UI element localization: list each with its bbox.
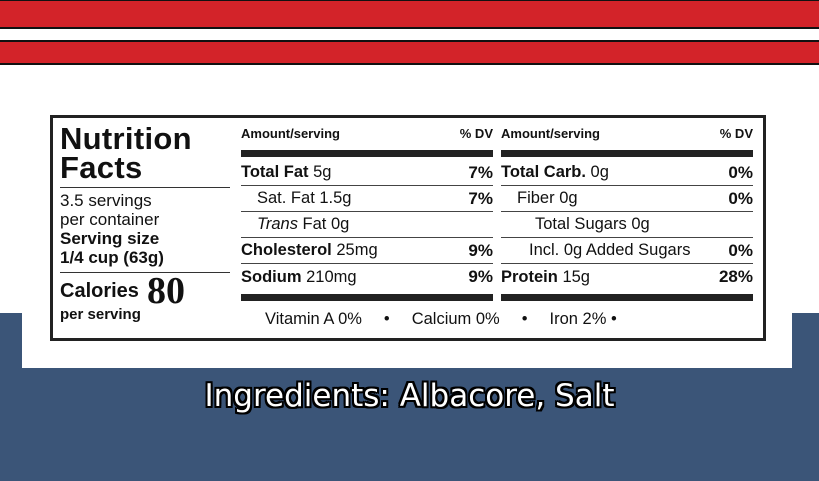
nutrient-name: Cholesterol bbox=[241, 241, 332, 259]
vitamins-row: Vitamin A 0% • Calcium 0% • Iron 2% • bbox=[265, 310, 617, 329]
nutrient-name: Protein bbox=[501, 267, 558, 286]
nutrient-amount: 15g bbox=[562, 267, 590, 286]
amount-header: Amount/serving bbox=[501, 126, 600, 141]
nutrient-amount: 0g bbox=[631, 215, 650, 233]
nutrient-amount: 0g bbox=[559, 189, 578, 207]
nutrient-row: Total Sugars 0g bbox=[501, 212, 753, 238]
nutrient-dv: 0% bbox=[728, 162, 753, 182]
nutrient-row: Sat. Fat 1.5g 7% bbox=[241, 186, 493, 212]
red-stripe-bottom bbox=[0, 40, 819, 65]
nutrient-amount: 0g bbox=[590, 163, 609, 181]
thick-divider bbox=[241, 150, 493, 157]
nutrient-amount: 5g bbox=[313, 163, 332, 181]
nutrient-amount: 210mg bbox=[306, 267, 357, 286]
nutrient-name: Fiber bbox=[517, 189, 555, 207]
nutrient-dv: 0% bbox=[728, 188, 753, 208]
label-summary: Nutrition Facts 3.5 servings per containe… bbox=[60, 121, 230, 323]
dv-header: % DV bbox=[459, 126, 493, 141]
calories: Calories 80 bbox=[60, 270, 230, 312]
nutrient-row: Fiber 0g 0% bbox=[501, 186, 753, 212]
nutrient-row: Cholesterol 25mg 9% bbox=[241, 238, 493, 264]
divider bbox=[60, 187, 230, 188]
amount-header: Amount/serving bbox=[241, 126, 340, 141]
serving-size-label: Serving size bbox=[60, 229, 160, 248]
nutrient-name: Total Fat bbox=[241, 163, 309, 181]
thick-divider bbox=[501, 150, 753, 157]
column-header: Amount/serving % DV bbox=[501, 126, 753, 146]
nutrient-row: Total Carb. 0g 0% bbox=[501, 160, 753, 186]
nutrient-row: Protein 15g 28% bbox=[501, 264, 753, 290]
calories-value: 80 bbox=[146, 270, 185, 312]
nutrient-row: Sodium 210mg 9% bbox=[241, 264, 493, 290]
nutrient-name: Sat. Fat bbox=[257, 189, 315, 207]
nutrient-name: Total Carb. bbox=[501, 163, 586, 181]
serving-size-value: 1/4 cup (63g) bbox=[60, 248, 164, 267]
per-serving: per serving bbox=[60, 306, 141, 323]
iron: Iron 2% • bbox=[549, 310, 617, 328]
bullet: • bbox=[521, 310, 528, 328]
nutrient-dv: 0% bbox=[728, 240, 753, 260]
calories-label: Calories bbox=[60, 279, 139, 302]
nutrient-row: Trans Fat 0g bbox=[241, 212, 493, 238]
nutrient-name: Incl. 0g Added Sugars bbox=[529, 241, 691, 259]
nutrient-amount: 1.5g bbox=[319, 189, 352, 207]
nutrient-column-left: Amount/serving % DV Total Fat 5g 7% Sat. F… bbox=[241, 126, 493, 304]
nutrient-amount: Fat 0g bbox=[302, 215, 350, 233]
calcium: Calcium 0% bbox=[411, 310, 500, 328]
servings-per-container-2: per container bbox=[60, 210, 160, 229]
nutrient-column-right: Amount/serving % DV Total Carb. 0g 0% Fibe… bbox=[501, 126, 753, 304]
title-line1: Nutrition bbox=[60, 121, 192, 156]
nutrient-dv: 7% bbox=[468, 162, 493, 182]
nutrient-dv: 9% bbox=[468, 240, 493, 260]
nutrition-facts-label: Nutrition Facts 3.5 servings per containe… bbox=[50, 115, 766, 341]
nutrient-name: Sodium bbox=[241, 267, 302, 286]
bullet: • bbox=[383, 310, 390, 328]
red-stripe-top bbox=[0, 0, 819, 29]
thick-divider bbox=[501, 294, 753, 301]
vitamin-a: Vitamin A 0% bbox=[265, 310, 362, 328]
title-line2: Facts bbox=[60, 150, 143, 185]
nutrient-row: Total Fat 5g 7% bbox=[241, 160, 493, 186]
ingredients-text: Ingredients: Albacore, Salt bbox=[204, 378, 615, 414]
nutrient-dv: 28% bbox=[718, 267, 753, 286]
nutrient-dv: 7% bbox=[468, 188, 493, 208]
servings-per-container: 3.5 servings bbox=[60, 191, 152, 210]
nutrient-amount: 25mg bbox=[336, 241, 378, 259]
nutrient-dv: 9% bbox=[468, 267, 493, 286]
nutrient-name: Trans bbox=[257, 215, 298, 233]
nutrient-name: Total Sugars bbox=[535, 215, 627, 233]
divider bbox=[60, 272, 230, 273]
column-header: Amount/serving % DV bbox=[241, 126, 493, 146]
dv-header: % DV bbox=[719, 126, 753, 141]
thick-divider bbox=[241, 294, 493, 301]
nutrient-row: Incl. 0g Added Sugars 0% bbox=[501, 238, 753, 264]
label-title: Nutrition Facts bbox=[60, 121, 230, 185]
